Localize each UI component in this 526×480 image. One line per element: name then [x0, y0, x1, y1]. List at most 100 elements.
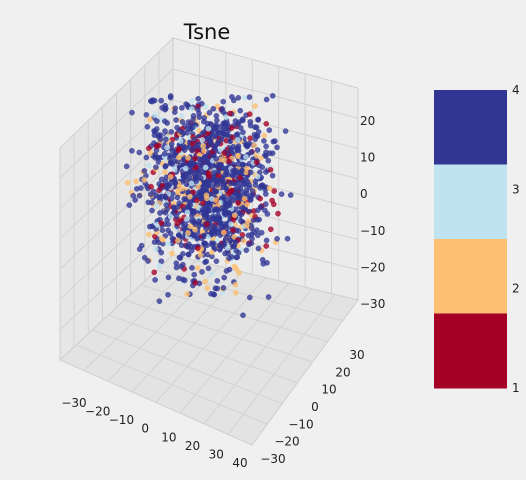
data-point: [188, 180, 195, 187]
data-point: [211, 188, 218, 195]
x-tick-label: 0: [141, 422, 149, 436]
data-point: [185, 230, 191, 236]
z-tick-label: −30: [360, 297, 385, 311]
data-point: [217, 123, 224, 130]
colorbar-segment-4: [434, 90, 507, 165]
gridline: [124, 299, 313, 363]
colorbar-tick-label: 2: [512, 282, 520, 296]
data-point: [252, 124, 258, 130]
data-point: [152, 277, 158, 283]
gridline: [75, 344, 268, 425]
data-point: [176, 232, 182, 238]
data-point: [145, 199, 152, 206]
data-point: [222, 200, 229, 207]
data-point: [180, 143, 187, 150]
data-point: [239, 161, 246, 168]
data-point: [136, 149, 143, 156]
data-point: [253, 159, 260, 166]
data-point: [270, 201, 277, 208]
data-point: [162, 128, 168, 134]
data-point: [187, 223, 194, 230]
colorbar-tick-label: 1: [512, 381, 520, 395]
data-point: [237, 107, 243, 114]
data-point: [227, 237, 234, 244]
data-point: [197, 189, 204, 196]
data-point: [173, 260, 180, 267]
data-point: [152, 246, 159, 252]
data-point: [216, 130, 223, 137]
x-tick-label: −20: [85, 405, 110, 419]
data-point: [265, 157, 272, 164]
data-point: [147, 191, 154, 197]
data-point: [176, 254, 183, 261]
data-point: [228, 221, 234, 227]
data-point: [263, 243, 270, 249]
data-point: [171, 166, 178, 173]
data-point: [151, 112, 158, 118]
data-point: [263, 96, 270, 103]
data-point: [221, 274, 227, 281]
data-point: [167, 214, 174, 220]
data-point: [227, 180, 234, 187]
data-point: [158, 97, 164, 104]
data-point: [174, 124, 180, 131]
data-point: [217, 162, 223, 169]
data-point: [224, 121, 231, 127]
data-point: [169, 235, 176, 242]
data-point: [246, 111, 253, 117]
data-point: [205, 126, 212, 132]
data-point: [160, 236, 166, 243]
data-point: [180, 251, 186, 257]
data-point: [225, 210, 232, 216]
data-point: [240, 238, 247, 244]
data-point: [236, 270, 242, 276]
data-point: [138, 185, 144, 191]
data-point: [240, 312, 246, 319]
data-point: [210, 106, 217, 112]
data-point: [212, 285, 219, 292]
data-point: [204, 183, 211, 190]
data-point: [274, 144, 280, 151]
data-point: [226, 158, 232, 165]
data-point: [219, 204, 225, 211]
data-point: [254, 232, 261, 239]
data-point: [162, 193, 168, 200]
data-point: [237, 125, 244, 131]
data-point: [238, 168, 245, 174]
data-point: [241, 195, 248, 202]
data-point: [269, 172, 276, 179]
data-point: [136, 192, 143, 199]
data-point: [212, 143, 218, 149]
data-point: [197, 252, 204, 258]
data-point: [201, 115, 207, 121]
data-point: [203, 221, 210, 227]
data-point: [167, 174, 174, 180]
data-point: [182, 221, 188, 228]
data-point: [237, 174, 243, 181]
data-point: [185, 251, 192, 258]
data-point: [220, 229, 227, 236]
data-point: [178, 128, 184, 135]
data-point: [174, 194, 181, 201]
data-point: [235, 143, 242, 149]
data-point: [204, 285, 211, 291]
data-point: [232, 281, 239, 288]
gridline: [92, 329, 283, 405]
data-point: [213, 258, 220, 265]
data-point: [257, 203, 264, 210]
floor-pane: [59, 254, 359, 446]
data-point: [190, 116, 196, 123]
data-point: [199, 206, 206, 213]
data-point: [223, 185, 230, 192]
data-point: [176, 145, 182, 152]
data-point: [205, 202, 211, 209]
data-point: [186, 161, 193, 167]
data-point: [156, 263, 163, 269]
colorbar-tick-label: 3: [512, 182, 520, 196]
data-point: [162, 209, 169, 216]
data-point: [184, 209, 191, 216]
x-tick-label: 30: [209, 447, 224, 461]
data-point: [267, 166, 274, 173]
data-point: [165, 291, 171, 298]
data-point: [165, 240, 171, 247]
